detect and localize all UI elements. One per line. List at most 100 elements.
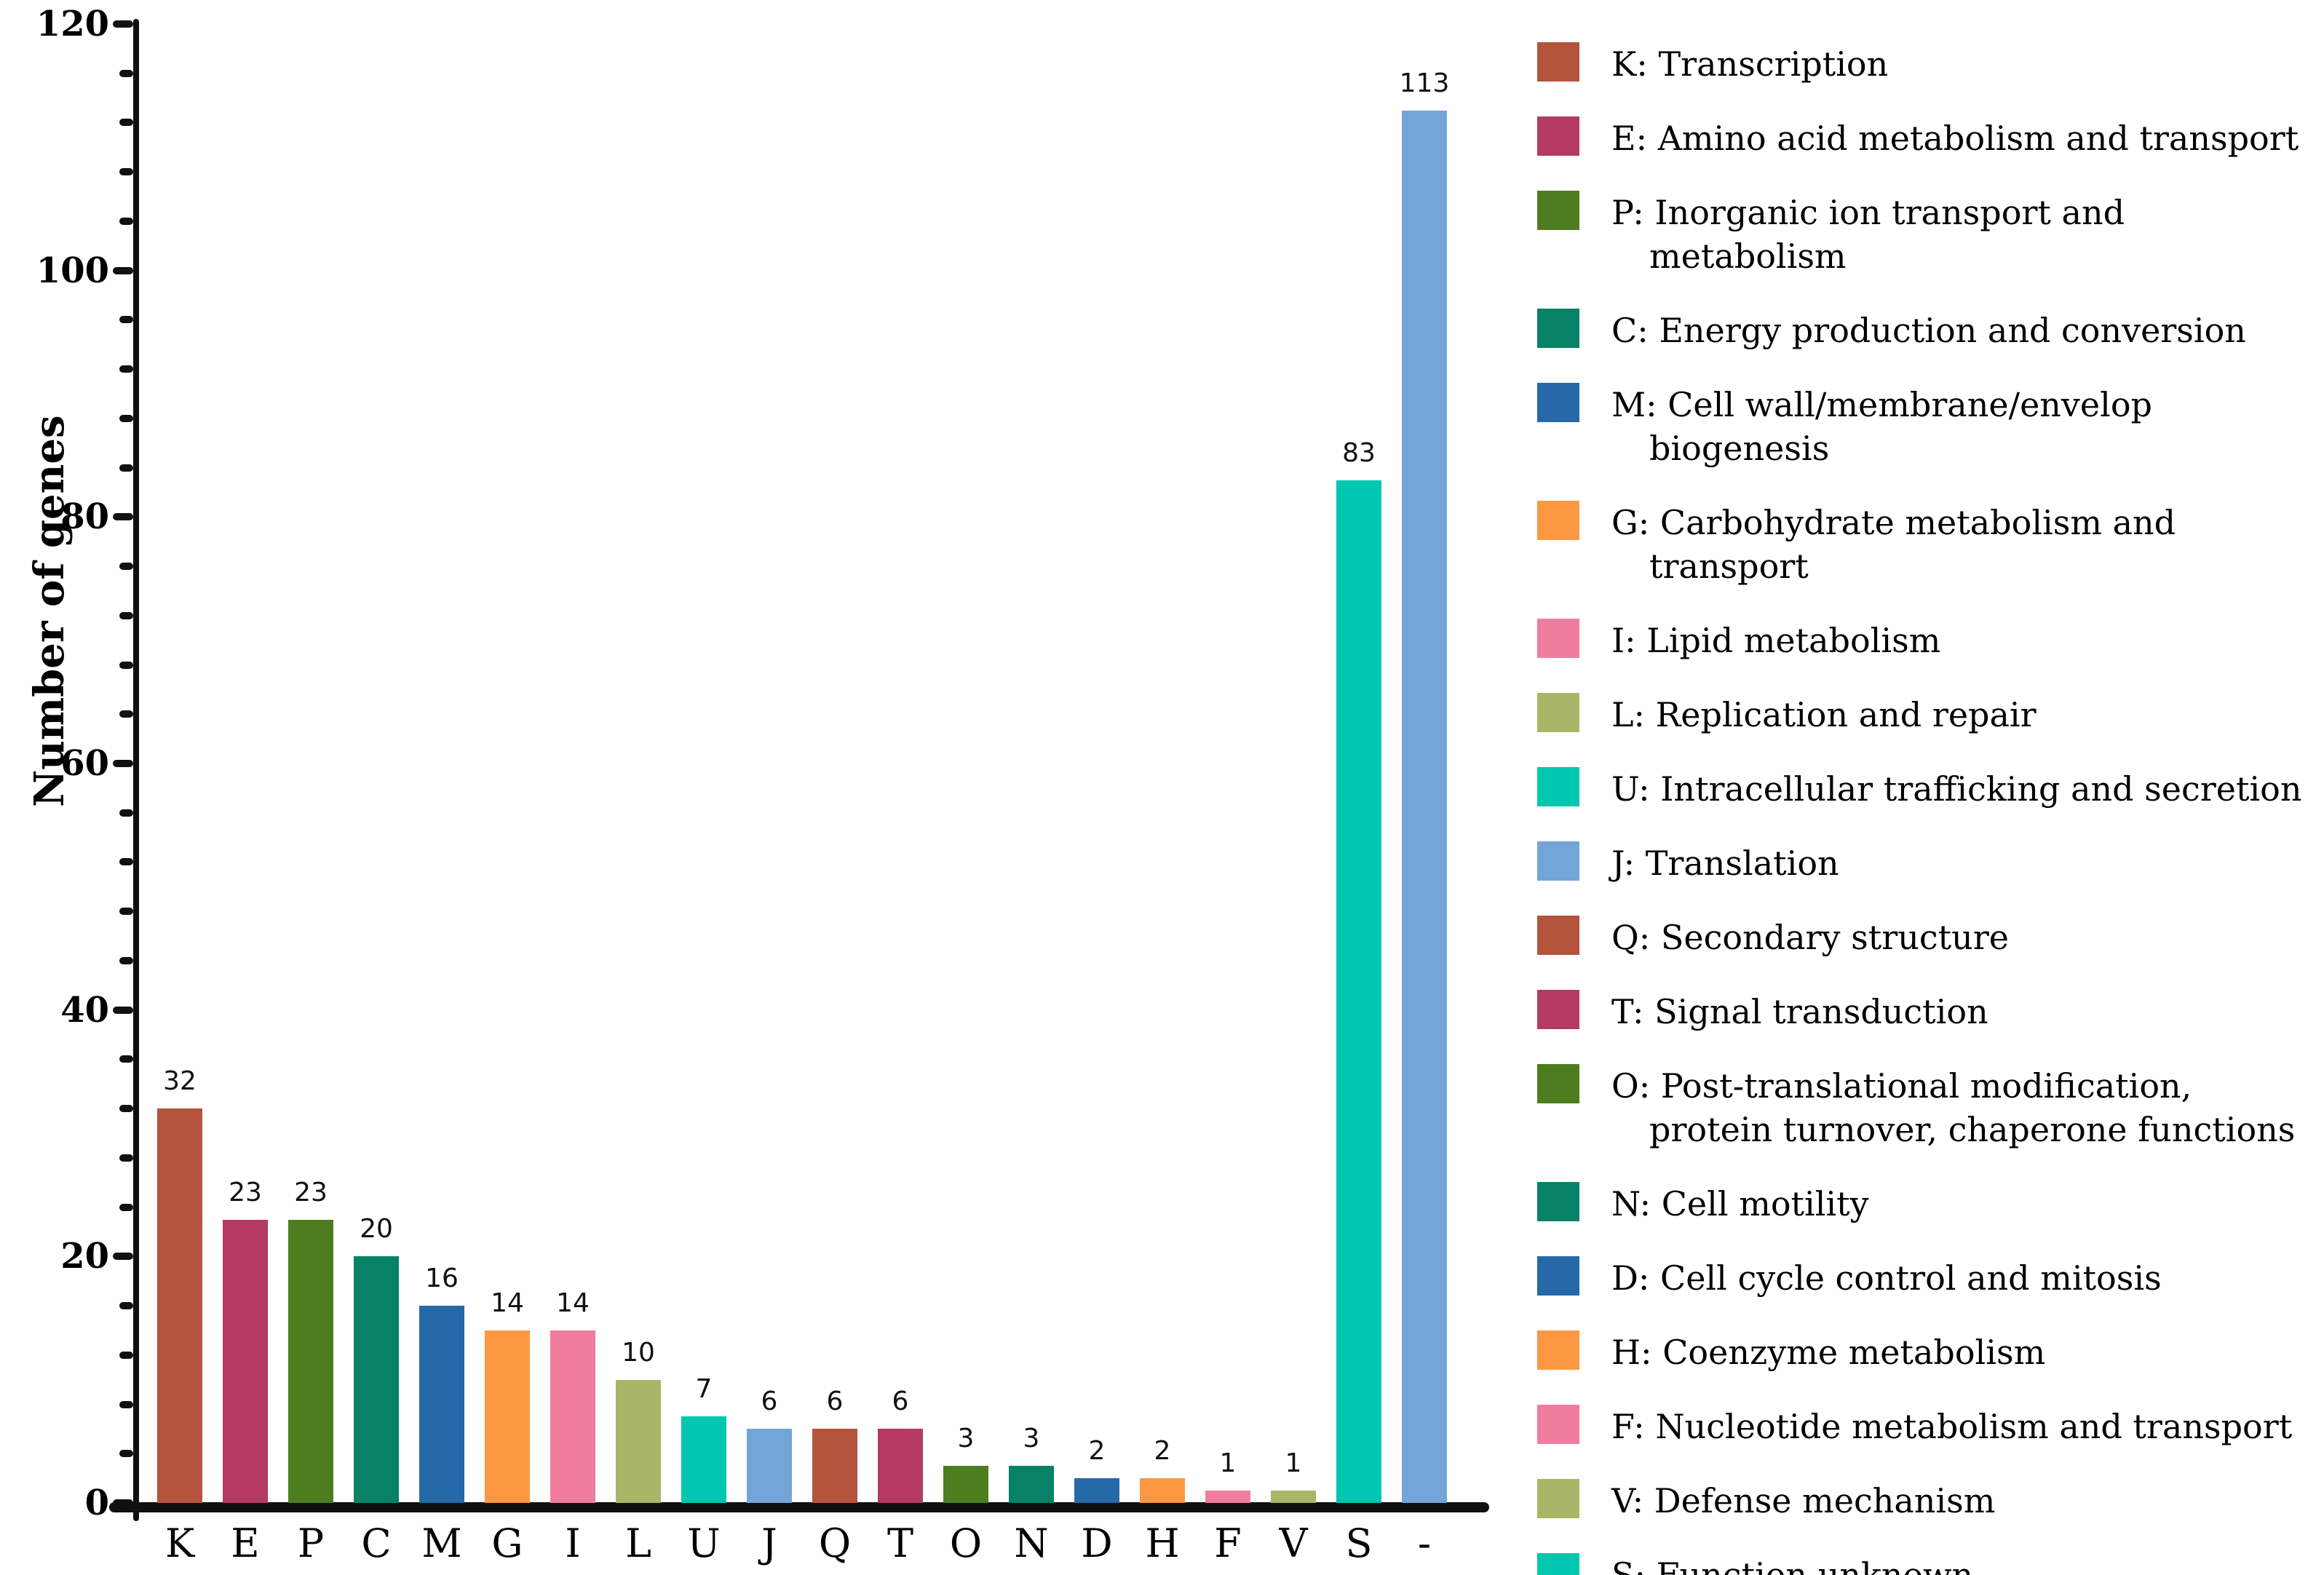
- x-tick-label-V: V: [1279, 1520, 1308, 1566]
- legend-label-F: F: Nucleotide metabolism and transport: [1611, 1407, 2293, 1446]
- legend-label-D: D: Cell cycle control and mitosis: [1611, 1258, 2162, 1298]
- x-tick-label-M: M: [421, 1520, 462, 1566]
- x-tick-label-J: J: [761, 1520, 777, 1566]
- y-minor-tick: [119, 365, 133, 373]
- legend-label-T: T: Signal transduction: [1611, 992, 1988, 1031]
- legend-label-G: G: Carbohydrate metabolism and transport: [1611, 503, 2176, 586]
- x-tick-label-O: O: [949, 1520, 983, 1566]
- legend-item-U: U: Intracellular trafficking and secreti…: [1537, 767, 2320, 811]
- legend-label-V: V: Defense mechanism: [1611, 1481, 1996, 1520]
- x-tick-label-I: I: [565, 1520, 581, 1566]
- legend-item-T: T: Signal transduction: [1537, 990, 2320, 1034]
- bar-S: [1336, 480, 1381, 1503]
- x-tick-label-U: U: [687, 1520, 721, 1566]
- bar-value-U: 7: [695, 1374, 713, 1405]
- legend-label-E: E: Amino acid metabolism and transport: [1611, 119, 2299, 158]
- legend-item-I: I: Lipid metabolism: [1537, 619, 2320, 662]
- bar-value--: 113: [1399, 68, 1450, 98]
- legend-swatch-F: [1537, 1405, 1579, 1444]
- x-tick-label-F: F: [1214, 1520, 1242, 1566]
- bar-value-V: 1: [1285, 1448, 1302, 1479]
- y-minor-tick: [119, 217, 133, 225]
- legend-swatch-T: [1537, 990, 1579, 1029]
- legend-item-K: K: Transcription: [1537, 42, 2320, 86]
- bar--: [1402, 110, 1447, 1503]
- y-minor-tick: [119, 69, 133, 77]
- y-minor-tick: [119, 661, 133, 669]
- y-minor-tick: [119, 611, 133, 619]
- bar-T: [878, 1429, 923, 1503]
- y-minor-tick: [119, 563, 133, 571]
- bar-M: [419, 1306, 464, 1503]
- bar-I: [550, 1330, 595, 1503]
- bar-C: [354, 1256, 399, 1503]
- y-minor-tick: [119, 168, 133, 176]
- legend-swatch-E: [1537, 116, 1579, 156]
- legend-swatch-S: [1537, 1553, 1579, 1575]
- y-tick-label: 0: [84, 1483, 109, 1523]
- y-major-tick: [113, 1499, 133, 1507]
- y-minor-tick: [119, 1400, 133, 1408]
- y-major-tick: [113, 266, 133, 274]
- bar-value-E: 23: [229, 1177, 262, 1207]
- y-major-tick: [113, 20, 133, 28]
- bar-value-H: 2: [1154, 1436, 1171, 1467]
- bar-value-O: 3: [957, 1424, 975, 1454]
- y-tick-label: 100: [36, 250, 109, 291]
- bar-value-D: 2: [1088, 1436, 1106, 1467]
- legend-swatch-K: [1537, 42, 1579, 82]
- bar-L: [616, 1379, 661, 1503]
- x-tick-label--: -: [1417, 1520, 1432, 1566]
- legend-item-V: V: Defense mechanism: [1537, 1479, 2320, 1523]
- x-tick-label-Q: Q: [818, 1520, 852, 1566]
- x-tick-label-L: L: [625, 1520, 651, 1566]
- bar-value-L: 10: [622, 1337, 655, 1368]
- bar-Q: [812, 1429, 857, 1503]
- x-tick-label-C: C: [361, 1520, 392, 1566]
- legend-item-P: P: Inorganic ion transport and metabolis…: [1537, 191, 2320, 278]
- bar-D: [1074, 1478, 1119, 1503]
- legend-item-S: S: Function unknown: [1537, 1553, 2320, 1575]
- legend-item-E: E: Amino acid metabolism and transport: [1537, 116, 2320, 160]
- y-minor-tick: [119, 1105, 133, 1113]
- legend-swatch-N: [1537, 1182, 1579, 1221]
- y-minor-tick: [119, 1450, 133, 1458]
- y-minor-tick: [119, 1351, 133, 1359]
- bar-O: [943, 1466, 988, 1503]
- y-axis-line: [133, 19, 139, 1521]
- legend-swatch-D: [1537, 1256, 1579, 1296]
- legend-swatch-M: [1537, 383, 1579, 422]
- bar-F: [1205, 1491, 1250, 1503]
- x-tick-label-S: S: [1345, 1520, 1373, 1566]
- legend-item-D: D: Cell cycle control and mitosis: [1537, 1256, 2320, 1300]
- bar-value-T: 6: [892, 1386, 909, 1417]
- y-minor-tick: [119, 1302, 133, 1310]
- x-tick-label-H: H: [1145, 1520, 1180, 1566]
- legend-item-N: N: Cell motility: [1537, 1182, 2320, 1226]
- y-tick-label: 120: [36, 4, 109, 44]
- bar-J: [747, 1429, 792, 1503]
- y-minor-tick: [119, 316, 133, 324]
- legend-item-F: F: Nucleotide metabolism and transport: [1537, 1405, 2320, 1448]
- legend-label-C: C: Energy production and conversion: [1611, 311, 2246, 350]
- y-minor-tick: [119, 710, 133, 718]
- legend-label-P: P: Inorganic ion transport and metabolis…: [1611, 193, 2125, 276]
- legend-swatch-J: [1537, 841, 1579, 881]
- bar-K: [157, 1108, 202, 1503]
- y-minor-tick: [119, 858, 133, 866]
- bar-P: [288, 1219, 333, 1503]
- legend-label-I: I: Lipid metabolism: [1611, 621, 1941, 660]
- legend-label-M: M: Cell wall/membrane/envelop biogenesis: [1611, 385, 2152, 468]
- bar-value-M: 16: [425, 1263, 459, 1294]
- legend-label-S: S: Function unknown: [1611, 1555, 1974, 1575]
- y-minor-tick: [119, 956, 133, 964]
- legend-swatch-O: [1537, 1064, 1579, 1103]
- bar-value-G: 14: [491, 1288, 524, 1318]
- bar-value-P: 23: [294, 1177, 328, 1207]
- legend-item-M: M: Cell wall/membrane/envelop biogenesis: [1537, 383, 2320, 470]
- bar-value-J: 6: [761, 1386, 778, 1417]
- legend-label-L: L: Replication and repair: [1611, 695, 2037, 734]
- legend-swatch-V: [1537, 1479, 1579, 1518]
- x-tick-label-N: N: [1014, 1520, 1049, 1566]
- legend-item-H: H: Coenzyme metabolism: [1537, 1330, 2320, 1374]
